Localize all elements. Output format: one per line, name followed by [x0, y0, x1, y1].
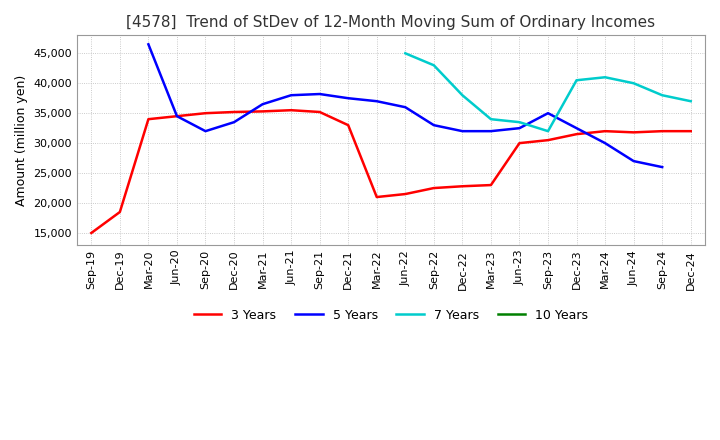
5 Years — [544, 110, 552, 116]
5 Years — [287, 92, 295, 98]
Line: 5 Years: 5 Years — [148, 44, 662, 167]
5 Years — [201, 128, 210, 134]
7 Years — [458, 92, 467, 98]
7 Years — [629, 81, 638, 86]
Line: 7 Years: 7 Years — [405, 53, 690, 131]
5 Years — [173, 114, 181, 119]
7 Years — [600, 75, 609, 80]
7 Years — [572, 77, 581, 83]
3 Years — [315, 110, 324, 115]
3 Years — [401, 191, 410, 197]
Y-axis label: Amount (million yen): Amount (million yen) — [15, 74, 28, 206]
7 Years — [658, 92, 667, 98]
5 Years — [458, 128, 467, 134]
3 Years — [201, 110, 210, 116]
3 Years — [572, 132, 581, 137]
3 Years — [258, 109, 267, 114]
7 Years — [401, 51, 410, 56]
5 Years — [401, 105, 410, 110]
5 Years — [315, 92, 324, 97]
3 Years — [287, 107, 295, 113]
5 Years — [344, 95, 353, 101]
3 Years — [173, 114, 181, 119]
3 Years — [230, 110, 238, 115]
3 Years — [144, 117, 153, 122]
5 Years — [487, 128, 495, 134]
7 Years — [544, 128, 552, 134]
5 Years — [144, 42, 153, 47]
3 Years — [115, 209, 124, 215]
5 Years — [600, 140, 609, 146]
7 Years — [430, 62, 438, 68]
Legend: 3 Years, 5 Years, 7 Years, 10 Years: 3 Years, 5 Years, 7 Years, 10 Years — [189, 304, 593, 327]
3 Years — [487, 183, 495, 188]
7 Years — [487, 117, 495, 122]
3 Years — [515, 140, 523, 146]
3 Years — [544, 138, 552, 143]
5 Years — [629, 158, 638, 164]
3 Years — [344, 122, 353, 128]
3 Years — [458, 183, 467, 189]
3 Years — [600, 128, 609, 134]
3 Years — [686, 128, 695, 134]
5 Years — [430, 122, 438, 128]
7 Years — [686, 99, 695, 104]
5 Years — [258, 102, 267, 107]
7 Years — [515, 120, 523, 125]
3 Years — [87, 230, 96, 235]
5 Years — [658, 165, 667, 170]
3 Years — [430, 185, 438, 191]
5 Years — [515, 125, 523, 131]
3 Years — [372, 194, 381, 200]
Title: [4578]  Trend of StDev of 12-Month Moving Sum of Ordinary Incomes: [4578] Trend of StDev of 12-Month Moving… — [127, 15, 656, 30]
5 Years — [572, 125, 581, 131]
3 Years — [658, 128, 667, 134]
Line: 3 Years: 3 Years — [91, 110, 690, 233]
5 Years — [372, 99, 381, 104]
3 Years — [629, 130, 638, 135]
5 Years — [230, 120, 238, 125]
